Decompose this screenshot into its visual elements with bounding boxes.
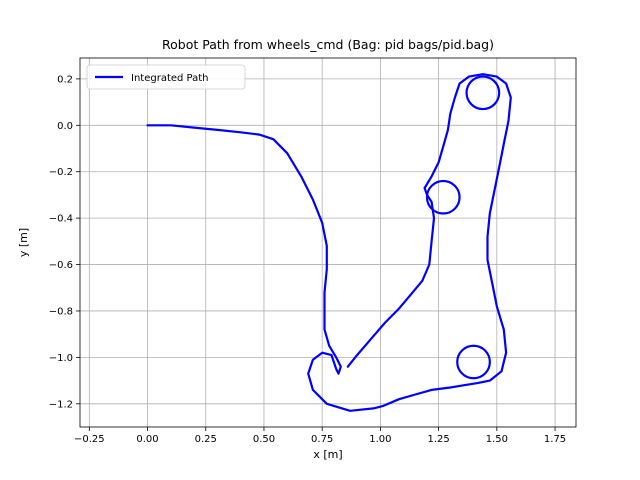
- y-tick-label: −0.2: [49, 167, 73, 178]
- y-tick-label: −0.8: [49, 306, 73, 317]
- path-loop: [465, 75, 501, 111]
- x-tick-label: 0.75: [311, 434, 333, 445]
- legend: Integrated Path: [86, 64, 246, 90]
- y-tick-label: −1.0: [49, 353, 73, 364]
- plot-frame: [79, 57, 577, 428]
- x-tick-label: 1.75: [544, 434, 566, 445]
- y-tick-label: 0.0: [57, 121, 73, 132]
- x-axis-label: x [m]: [313, 448, 342, 461]
- y-tick-label: 0.2: [57, 74, 73, 85]
- x-tick-label: 1.25: [427, 434, 449, 445]
- chart-title: Robot Path from wheels_cmd (Bag: pid bag…: [162, 37, 494, 52]
- y-tick-label: −0.6: [49, 260, 73, 271]
- legend-box: [86, 64, 246, 90]
- integrated-path-line: [146, 73, 512, 412]
- legend-label: Integrated Path: [131, 73, 209, 84]
- x-tick-label: 1.00: [369, 434, 391, 445]
- x-tick-label: −0.25: [74, 434, 105, 445]
- y-tick-label: −0.4: [49, 214, 73, 225]
- ticks: −0.25 0.00 0.25 0.50 0.75 1.00 1.25 1.50 1.75 0.2…: [49, 74, 566, 445]
- y-tick-label: −1.2: [49, 399, 73, 410]
- series-layer: [146, 73, 512, 412]
- x-tick-label: 1.50: [486, 434, 508, 445]
- x-tick-label: 0.50: [253, 434, 275, 445]
- x-tick-label: 0.25: [195, 434, 217, 445]
- path-loop: [456, 344, 491, 380]
- x-tick-label: 0.00: [136, 434, 158, 445]
- path-loop: [425, 179, 461, 215]
- y-axis-label: y [m]: [17, 228, 30, 257]
